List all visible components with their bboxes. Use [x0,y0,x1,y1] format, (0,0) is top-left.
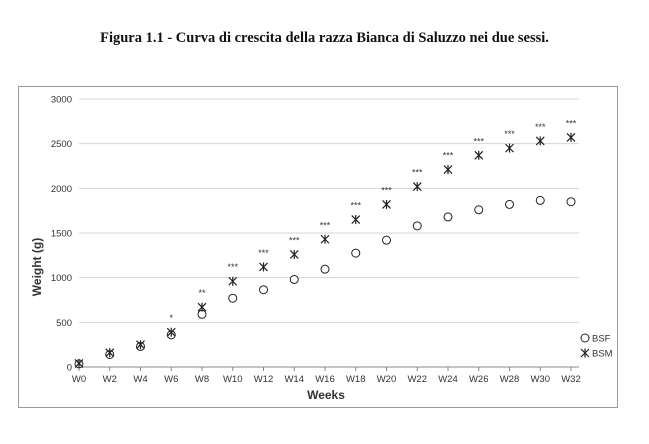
x-tick-label: W20 [377,374,397,385]
x-axis-label: Weeks [307,388,345,402]
series-bsm [74,132,576,368]
x-tick-label: W10 [223,374,243,385]
legend-marker-bsm [580,348,590,358]
x-tick-label: W18 [346,374,366,385]
significance-label: *** [443,151,454,161]
y-tick-label: 500 [56,318,72,329]
significance-label: *** [566,118,577,128]
data-point-bsm [259,262,268,272]
growth-chart: 0 500 1000 1500 2000 2500 3000 W0 W2 W4 W6 W8 W10 W1… [30,95,613,403]
y-tick-label: 1000 [51,273,72,284]
data-point-bsm [535,136,545,146]
x-tick-label: W32 [561,374,581,385]
significance-marks: ************************************ *** [169,118,576,323]
data-point-bsm [197,302,207,312]
data-point-bsf [289,274,299,284]
data-point-bsm [228,276,238,286]
x-tick-label: W28 [500,374,520,385]
data-point-bsm [351,215,361,225]
y-tick-label: 1500 [51,229,72,240]
data-point-bsf [443,212,453,222]
significance-label: *** [258,248,269,258]
legend-label-bsm: BSM [592,349,613,360]
chart-frame: 0 500 1000 1500 2000 2500 3000 W0 W2 W4 W6 W8 W10 W1… [18,86,618,408]
y-tick-label: 3000 [51,95,72,106]
x-tick-label: W2 [103,374,117,385]
y-tick-labels: 0 500 1000 1500 2000 2500 3000 [51,95,72,374]
y-tick-label: 2500 [51,139,72,150]
data-point-bsm [136,340,145,350]
x-tick-label: W6 [164,374,178,385]
data-point-bsm [320,234,330,244]
y-tick-label: 0 [67,363,72,374]
data-point-bsm [474,150,484,160]
x-tick-label: W14 [284,374,304,385]
significance-label: *** [504,129,515,139]
data-point-bsm [566,132,576,142]
x-tick-label: W4 [133,374,147,385]
data-point-bsm [166,327,176,337]
gridlines [79,98,579,368]
data-point-bsf [228,293,238,303]
legend-label-bsf: BSF [592,334,611,345]
x-tick-label: W8 [195,374,209,385]
significance-label: *** [320,220,331,230]
data-point-bsf [474,205,484,215]
x-tick-label: W22 [407,374,427,385]
data-point-bsm [74,358,84,368]
y-axis-label: Weight (g) [30,238,44,296]
x-tick-labels: W0 W2 W4 W6 W8 W10 W12 W14 W16 W18 W20 W22 W24 W26 W28… [72,367,581,385]
x-tick-label: W26 [469,374,489,385]
data-point-bsf [259,285,268,295]
significance-label: *** [412,168,423,178]
data-point-bsf [505,199,514,209]
significance-label: *** [473,136,484,146]
x-tick-label: W0 [72,374,86,385]
data-point-bsm [505,143,514,153]
significance-label: *** [227,262,238,272]
x-tick-label: W24 [438,374,458,385]
significance-label: *** [350,201,361,211]
significance-label: *** [289,235,300,245]
data-point-bsm [443,165,453,175]
figure-caption: Figura 1.1 - Curva di crescita della raz… [100,30,549,46]
data-point-bsm [105,348,115,358]
data-point-bsf [412,221,422,231]
data-point-bsf [535,195,545,205]
y-tick-label: 2000 [51,184,72,195]
data-point-bsf [566,197,576,207]
data-point-bsf [320,264,330,274]
data-point-bsf [382,235,391,245]
significance-label: *** [381,185,392,195]
data-point-bsf [351,248,361,258]
significance-label: * [169,313,173,323]
data-point-bsm [289,249,299,259]
x-tick-label: W12 [254,374,274,385]
x-tick-label: W30 [530,374,550,385]
data-point-bsm [382,199,391,209]
legend-marker-bsf [580,333,590,343]
significance-label: *** [535,122,546,132]
significance-label: ** [198,288,206,298]
x-tick-label: W16 [315,374,335,385]
legend: BSF BSM [580,333,613,360]
data-point-bsm [412,182,422,192]
